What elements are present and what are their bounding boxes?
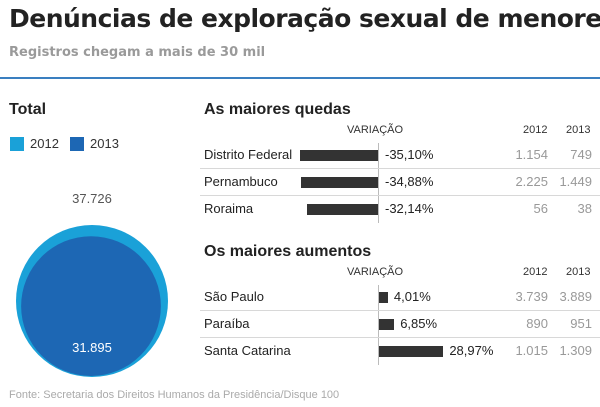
- legend-label-2012: 2012: [30, 136, 59, 151]
- row-state-label: Roraima: [204, 201, 254, 216]
- value-2013: 749: [570, 147, 592, 162]
- row-state-label: Distrito Federal: [204, 147, 293, 162]
- variation-bar: [379, 292, 388, 303]
- variation-label: -35,10%: [385, 147, 434, 162]
- header-divider: [0, 77, 600, 79]
- row-state-label: Santa Catarina: [204, 343, 291, 358]
- zero-axis: [378, 143, 379, 223]
- value-2012: 1.154: [515, 147, 548, 162]
- variation-label: 6,85%: [400, 316, 438, 331]
- variation-bar: [379, 346, 444, 357]
- variation-label: -34,88%: [385, 174, 434, 189]
- value-2013: 951: [570, 316, 592, 331]
- value-2012: 3.739: [515, 289, 548, 304]
- value-2012: 890: [526, 316, 548, 331]
- column-header-variation: VARIAÇÃO: [347, 266, 404, 278]
- variation-label: -32,14%: [385, 201, 434, 216]
- value-2012: 2.225: [515, 174, 548, 189]
- column-header-variation: VARIAÇÃO: [347, 124, 404, 136]
- row-state-label: São Paulo: [204, 289, 264, 304]
- column-header-2013: 2013: [566, 124, 591, 136]
- variation-bar: [300, 150, 378, 161]
- variation-bar: [379, 319, 395, 330]
- total-bubble-chart: 37.726 31.895: [16, 191, 168, 377]
- section-title: Os maiores aumentos: [204, 243, 372, 260]
- row-divider: [200, 337, 600, 338]
- row-state-label: Pernambuco: [204, 174, 278, 189]
- value-2013: 3.889: [559, 289, 592, 304]
- section-title: As maiores quedas: [204, 101, 351, 118]
- row-state-label: Paraíba: [204, 316, 250, 331]
- source-footer: Fonte: Secretaria dos Direitos Humanos d…: [9, 389, 340, 401]
- value-2013: 38: [577, 201, 592, 216]
- legend-swatch-2013: [70, 137, 84, 151]
- variation-bar: [306, 204, 378, 215]
- zero-axis: [378, 285, 379, 365]
- bubble-label-2012: 37.726: [72, 191, 112, 206]
- value-2012: 56: [533, 201, 548, 216]
- row-divider: [200, 310, 600, 311]
- legend-swatch-2012: [10, 137, 24, 151]
- variation-label: 4,01%: [393, 289, 431, 304]
- column-header-2012: 2012: [523, 266, 548, 278]
- total-title: Total: [9, 101, 47, 118]
- bubble-2013: [21, 236, 161, 376]
- row-divider: [200, 195, 600, 196]
- bubble-label-2013: 31.895: [72, 340, 112, 355]
- value-2013: 1.309: [559, 343, 592, 358]
- page-title: Denúncias de exploração sexual de menore…: [9, 4, 600, 33]
- row-divider: [200, 168, 600, 169]
- value-2012: 1.015: [515, 343, 548, 358]
- value-2013: 1.449: [559, 174, 592, 189]
- variation-label: 28,97%: [449, 343, 494, 358]
- legend-label-2013: 2013: [90, 136, 119, 151]
- variation-bar: [300, 177, 378, 188]
- column-header-2013: 2013: [566, 266, 591, 278]
- page-subtitle: Registros chegam a mais de 30 mil: [9, 45, 266, 60]
- column-header-2012: 2012: [523, 124, 548, 136]
